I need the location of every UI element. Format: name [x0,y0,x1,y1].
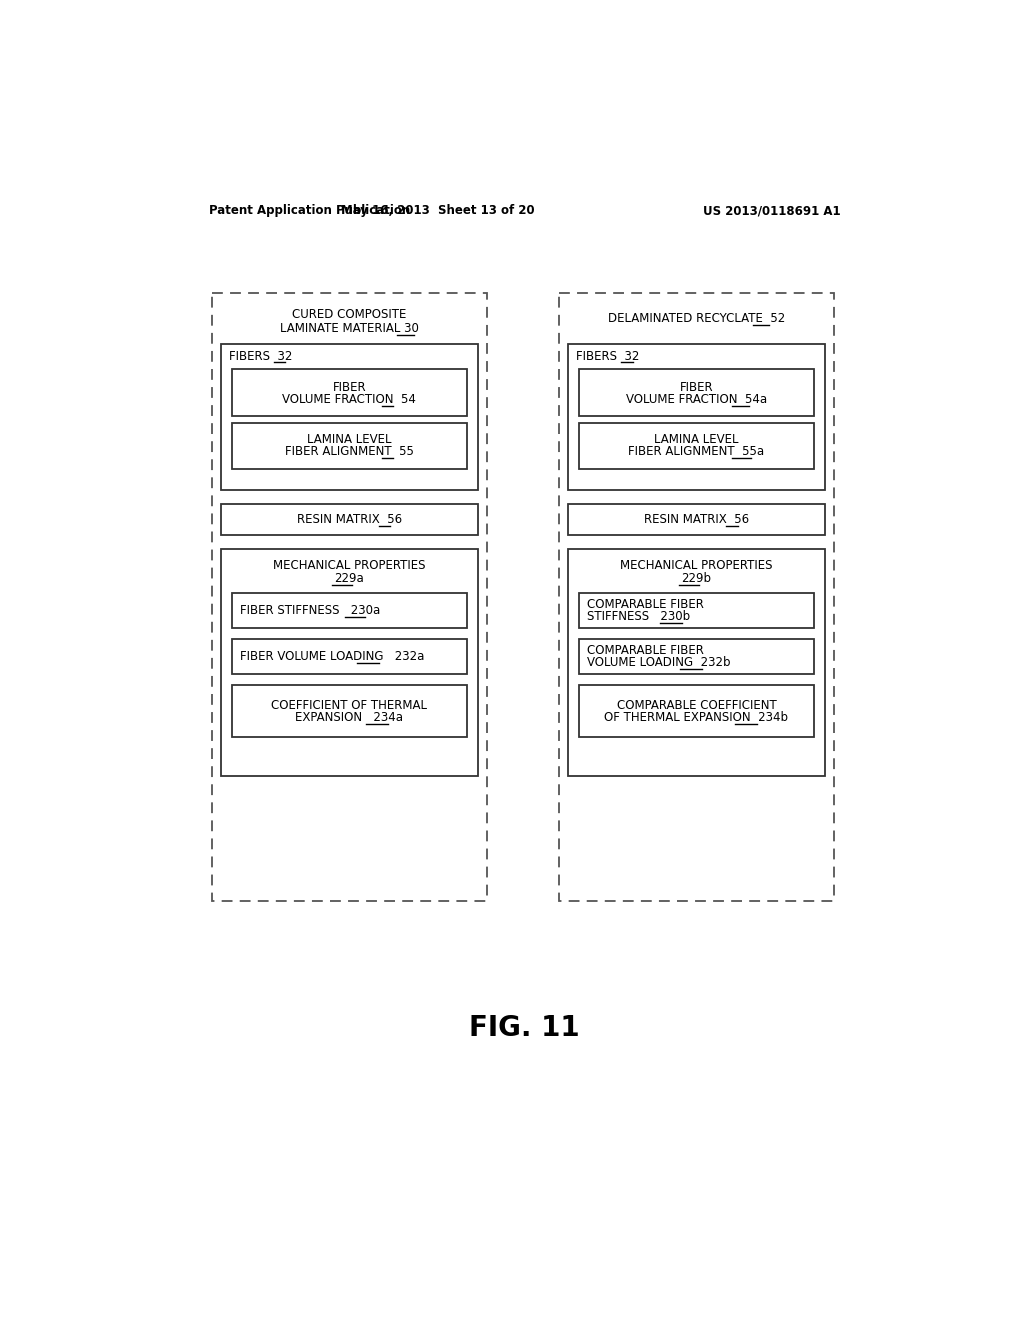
Text: May 16, 2013  Sheet 13 of 20: May 16, 2013 Sheet 13 of 20 [341,205,535,218]
Bar [231,368,467,416]
Text: FIBER: FIBER [333,380,366,393]
Text: RESIN MATRIX  56: RESIN MATRIX 56 [644,513,749,527]
Bar [579,593,814,628]
Text: Patent Application Publication: Patent Application Publication [209,205,411,218]
Text: LAMINA LEVEL: LAMINA LEVEL [654,433,738,446]
Text: FIG. 11: FIG. 11 [469,1015,581,1043]
Bar [559,293,834,902]
Text: COEFFICIENT OF THERMAL: COEFFICIENT OF THERMAL [271,698,427,711]
Bar [579,422,814,469]
Text: FIBER STIFFNESS   230a: FIBER STIFFNESS 230a [240,603,380,616]
Text: CURED COMPOSITE: CURED COMPOSITE [292,308,407,321]
Text: VOLUME FRACTION  54a: VOLUME FRACTION 54a [626,393,767,407]
Bar [231,639,467,675]
Text: OF THERMAL EXPANSION  234b: OF THERMAL EXPANSION 234b [604,711,788,723]
Text: RESIN MATRIX  56: RESIN MATRIX 56 [297,513,401,527]
Text: LAMINA LEVEL: LAMINA LEVEL [307,433,391,446]
Text: DELAMINATED RECYCLATE  52: DELAMINATED RECYCLATE 52 [608,312,785,325]
Text: LAMINATE MATERIAL 30: LAMINATE MATERIAL 30 [280,322,419,335]
Text: STIFFNESS   230b: STIFFNESS 230b [587,610,690,623]
Bar [231,685,467,738]
Bar [221,345,477,490]
Bar [579,685,814,738]
Text: FIBER: FIBER [680,380,714,393]
Text: 229b: 229b [681,573,712,585]
Text: US 2013/0118691 A1: US 2013/0118691 A1 [703,205,841,218]
Bar [231,593,467,628]
Bar [568,504,824,535]
Text: VOLUME FRACTION  54: VOLUME FRACTION 54 [283,393,416,407]
Bar [231,422,467,469]
Text: COMPARABLE FIBER: COMPARABLE FIBER [587,598,703,611]
Text: MECHANICAL PROPERTIES: MECHANICAL PROPERTIES [273,560,426,573]
Bar [579,368,814,416]
Text: FIBER VOLUME LOADING   232a: FIBER VOLUME LOADING 232a [240,649,424,663]
Bar [568,345,824,490]
Text: 229a: 229a [335,573,365,585]
Bar [221,504,477,535]
Bar [568,549,824,776]
Text: FIBER ALIGNMENT  55a: FIBER ALIGNMENT 55a [629,445,765,458]
Text: FIBER ALIGNMENT  55: FIBER ALIGNMENT 55 [285,445,414,458]
Text: COMPARABLE COEFFICIENT: COMPARABLE COEFFICIENT [616,698,776,711]
Text: FIBERS  32: FIBERS 32 [575,350,639,363]
Bar [221,549,477,776]
Bar [212,293,486,902]
Text: FIBERS  32: FIBERS 32 [228,350,292,363]
Text: MECHANICAL PROPERTIES: MECHANICAL PROPERTIES [621,560,773,573]
Text: COMPARABLE FIBER: COMPARABLE FIBER [587,644,703,657]
Bar [579,639,814,675]
Text: EXPANSION   234a: EXPANSION 234a [295,711,403,723]
Text: VOLUME LOADING  232b: VOLUME LOADING 232b [587,656,730,669]
